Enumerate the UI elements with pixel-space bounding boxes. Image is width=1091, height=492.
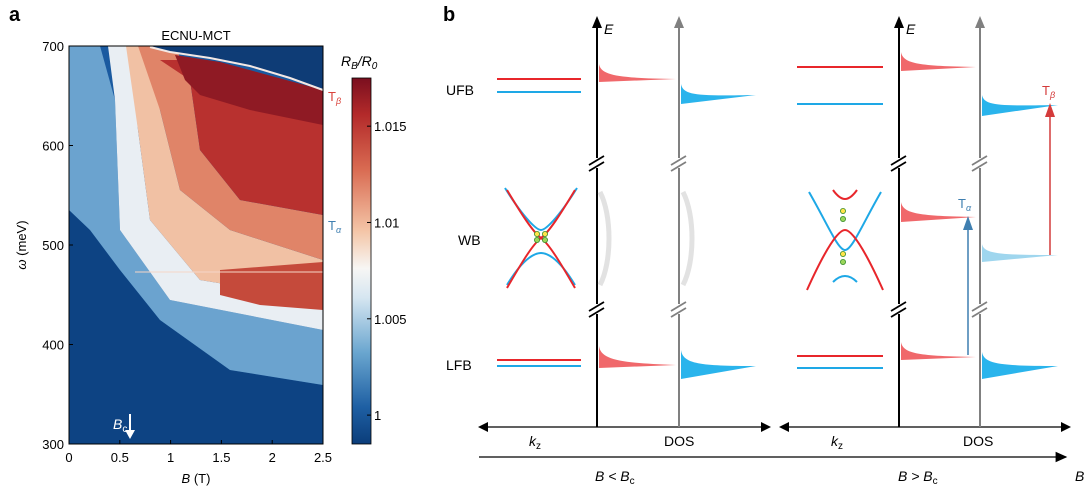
- t-beta-label: Tβ: [328, 89, 341, 106]
- wb-dos-faint-left: [597, 190, 612, 287]
- t-beta-transition-label: Tβ: [1042, 83, 1055, 100]
- y-tick-label: 500: [42, 238, 64, 253]
- colorbar-tick-label: 1.005: [374, 312, 407, 327]
- weyl-node: [840, 250, 847, 257]
- weyl-node: [542, 230, 549, 237]
- dos-peak-wb-blue-right: [982, 244, 1058, 262]
- x-tick-label: 1.5: [212, 450, 230, 465]
- b-axis-label: B: [1075, 468, 1084, 484]
- y-tick-label: 300: [42, 437, 64, 452]
- x-axis-label: B (T): [182, 471, 211, 486]
- t-alpha-label: Tα: [328, 218, 342, 235]
- dos-peak-ufb-blue-left: [681, 84, 756, 104]
- colorbar-tick-label: 1.01: [374, 215, 399, 230]
- y-axis-ticks: 300 400 500 600 700: [42, 39, 73, 452]
- weyl-node: [840, 215, 847, 222]
- dos-peak-wb-red-right: [901, 202, 976, 222]
- dos-peak-lfb-red-right: [901, 342, 976, 360]
- colorbar: [351, 77, 372, 445]
- band-label-lfb: LFB: [446, 357, 472, 373]
- dos-peak-ufb-red-left: [599, 64, 676, 82]
- dos-label-left: DOS: [664, 433, 694, 449]
- wb-blue-bottom-right: [832, 274, 858, 283]
- panel-a: a ECNU-MCT: [9, 4, 407, 486]
- bc-label: Bc: [113, 416, 127, 435]
- x-tick-label: 2: [269, 450, 276, 465]
- weyl-node: [542, 236, 549, 243]
- weyl-node: [840, 258, 847, 265]
- x-tick-label: 0: [65, 450, 72, 465]
- colorbar-tick-label: 1: [374, 408, 381, 423]
- condition-left: B < Bc: [595, 468, 635, 487]
- panel-b-label: b: [443, 4, 455, 26]
- diagram-below-bc: kz DOS E: [478, 16, 771, 452]
- x-tick-label: 0.5: [111, 450, 129, 465]
- panel-b: b B B < Bc B > Bc UFB WB LFB kz DOS E: [443, 4, 1084, 487]
- t-alpha-transition-label: Tα: [958, 196, 972, 213]
- weyl-node: [840, 207, 847, 214]
- colorbar-ticks: 1 1.005 1.01 1.015: [367, 119, 407, 423]
- wb-red-top-right: [832, 189, 858, 201]
- y-tick-label: 700: [42, 39, 64, 54]
- dos-label-right: DOS: [963, 433, 993, 449]
- wb-blue-upper-left: [504, 187, 578, 232]
- heatmap-title: ECNU-MCT: [161, 28, 230, 43]
- dos-peak-ufb-blue-right: [982, 95, 1058, 116]
- dos-peak-lfb-blue-left: [681, 350, 756, 379]
- x-tick-label: 2.5: [314, 450, 332, 465]
- weyl-node: [534, 236, 541, 243]
- wb-red-parabola-right: [806, 228, 884, 291]
- energy-axis-label-right: E: [906, 21, 916, 37]
- wb-red-cross-2-left: [506, 189, 576, 289]
- band-label-ufb: UFB: [446, 82, 474, 98]
- kz-label-right: kz: [831, 433, 843, 452]
- wb-dos-faint-left-2: [680, 190, 695, 287]
- panel-a-label: a: [9, 4, 21, 26]
- wb-blue-lower-right: [808, 191, 882, 252]
- y-axis-label: ω (meV): [14, 220, 29, 269]
- x-axis-ticks: 0 0.5 1 1.5 2 2.5: [65, 440, 332, 465]
- weyl-node: [534, 230, 541, 237]
- colorbar-label: RB/R0: [341, 53, 378, 72]
- kz-label-left: kz: [529, 433, 541, 452]
- dos-peak-lfb-red-left: [599, 346, 676, 368]
- heatmap-image: [69, 46, 324, 444]
- energy-axis-label-left: E: [604, 21, 614, 37]
- dos-peak-lfb-blue-right: [982, 352, 1058, 379]
- diagram-above-bc: kz DOS E: [779, 16, 1071, 452]
- colorbar-tick-label: 1.015: [374, 119, 407, 134]
- y-tick-label: 400: [42, 338, 64, 353]
- bc-arrow-head: [125, 430, 135, 439]
- x-tick-label: 1: [167, 450, 174, 465]
- dos-peak-ufb-red-right: [901, 52, 976, 71]
- band-label-wb: WB: [458, 232, 481, 248]
- y-tick-label: 600: [42, 139, 64, 154]
- condition-right: B > Bc: [898, 468, 938, 487]
